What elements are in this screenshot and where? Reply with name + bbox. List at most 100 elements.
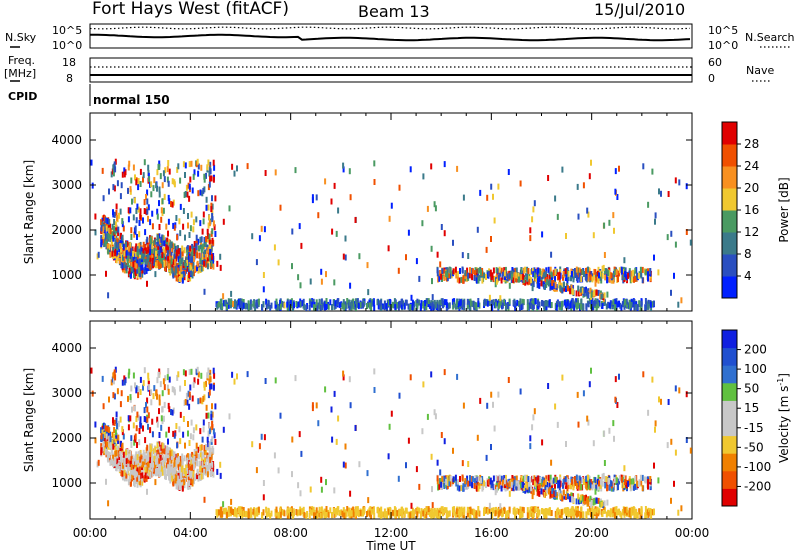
echo-cell bbox=[629, 482, 632, 489]
echo-cell bbox=[310, 509, 313, 516]
echo-cell bbox=[532, 303, 534, 310]
echo-cell bbox=[355, 301, 358, 308]
echo-cell bbox=[443, 507, 446, 514]
echo-cell bbox=[142, 380, 145, 387]
echo-cell bbox=[108, 455, 111, 462]
echo-cell bbox=[114, 366, 117, 373]
echo-cell bbox=[149, 257, 152, 264]
echo-cell bbox=[350, 302, 353, 309]
echo-cell bbox=[630, 298, 633, 305]
echo-cell bbox=[494, 302, 497, 309]
echo-cell bbox=[402, 508, 405, 515]
echo-cell bbox=[190, 473, 193, 480]
echo-cell bbox=[570, 275, 572, 282]
echo-cell bbox=[623, 507, 626, 514]
echo-cell bbox=[547, 175, 550, 181]
echo-cell bbox=[431, 278, 433, 285]
echo-cell bbox=[130, 468, 133, 475]
echo-cell bbox=[325, 506, 328, 512]
echo-cell bbox=[155, 390, 158, 397]
colorbar-cell bbox=[722, 276, 737, 299]
echo-cell bbox=[186, 249, 189, 256]
echo-cell bbox=[157, 243, 160, 250]
echo-cell bbox=[146, 416, 149, 423]
echo-cell bbox=[199, 428, 202, 435]
echo-cell bbox=[119, 208, 122, 215]
echo-cell bbox=[103, 224, 106, 230]
colorbar-tick-label: 28 bbox=[744, 137, 759, 151]
echo-cell bbox=[333, 507, 335, 514]
echo-cell bbox=[112, 184, 115, 191]
echo-cell bbox=[575, 303, 578, 310]
echo-cell bbox=[157, 371, 160, 378]
echo-cell bbox=[131, 474, 134, 481]
echo-cell bbox=[433, 507, 436, 514]
echo-cell bbox=[120, 232, 122, 239]
echo-cell bbox=[137, 206, 140, 213]
echo-cell bbox=[179, 177, 182, 184]
echo-cell bbox=[201, 228, 204, 235]
echo-cell bbox=[167, 454, 169, 461]
noise-right-tick-top: 10^5 bbox=[708, 24, 738, 37]
echo-cell bbox=[614, 300, 617, 307]
echo-cell bbox=[115, 450, 118, 457]
echo-cell bbox=[303, 304, 306, 310]
echo-cell bbox=[189, 477, 192, 484]
echo-cell bbox=[228, 298, 231, 305]
echo-cell bbox=[137, 457, 140, 464]
echo-cell bbox=[138, 220, 141, 226]
echo-cell bbox=[170, 201, 172, 207]
echo-cell bbox=[192, 219, 195, 226]
date-title: 15/Jul/2010 bbox=[594, 0, 685, 19]
echo-cell bbox=[541, 300, 543, 306]
echo-cell bbox=[673, 272, 675, 279]
echo-cell bbox=[142, 248, 145, 255]
echo-cell bbox=[183, 400, 186, 406]
echo-cell bbox=[129, 242, 132, 249]
echo-cell bbox=[100, 433, 103, 439]
echo-cell bbox=[543, 284, 546, 290]
echo-cell bbox=[189, 433, 192, 440]
echo-cell bbox=[503, 267, 506, 274]
echo-cell bbox=[407, 303, 410, 310]
cpid-label: CPID bbox=[8, 90, 37, 103]
echo-cell bbox=[595, 289, 598, 296]
echo-cell bbox=[181, 245, 184, 252]
echo-cell bbox=[469, 475, 471, 482]
echo-cell bbox=[685, 183, 688, 190]
echo-cell bbox=[344, 509, 347, 516]
echo-cell bbox=[158, 458, 161, 465]
echo-cell bbox=[532, 506, 535, 513]
echo-cell bbox=[536, 269, 539, 276]
echo-cell bbox=[331, 228, 334, 235]
echo-cell bbox=[305, 512, 308, 519]
echo-cell bbox=[212, 367, 215, 374]
echo-cell bbox=[182, 161, 185, 168]
echo-cell bbox=[297, 301, 300, 308]
echo-cell bbox=[286, 301, 289, 308]
echo-cell bbox=[207, 257, 210, 264]
echo-cell bbox=[112, 417, 114, 424]
echo-cell bbox=[189, 264, 192, 271]
echo-cell bbox=[480, 269, 482, 276]
echo-cell bbox=[490, 507, 493, 514]
echo-cell bbox=[255, 259, 258, 266]
echo-cell bbox=[477, 301, 480, 308]
echo-cell bbox=[290, 298, 293, 305]
echo-cell bbox=[164, 467, 167, 474]
echo-cell bbox=[120, 454, 122, 461]
echo-cell bbox=[654, 212, 657, 219]
echo-cell bbox=[152, 259, 155, 266]
echo-cell bbox=[553, 480, 556, 487]
echo-cell bbox=[334, 300, 337, 307]
echo-cell bbox=[173, 243, 176, 250]
echo-cell bbox=[418, 507, 420, 514]
echo-cell bbox=[546, 481, 548, 488]
echo-cell bbox=[431, 294, 434, 301]
echo-cell bbox=[113, 427, 116, 433]
echo-cell bbox=[171, 178, 174, 185]
echo-cell bbox=[649, 268, 652, 274]
echo-cell bbox=[209, 175, 212, 182]
echo-cell bbox=[94, 229, 97, 236]
echo-cell bbox=[219, 298, 222, 305]
